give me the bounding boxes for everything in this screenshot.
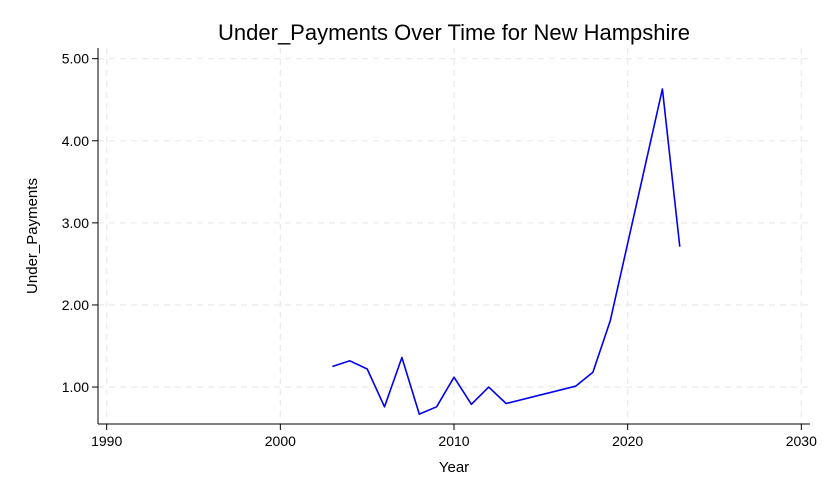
- y-tick-label: 2.00: [62, 297, 89, 313]
- x-tick-label: 1990: [91, 433, 122, 449]
- x-tick-label: 2030: [786, 433, 817, 449]
- y-axis-label: Under_Payments: [24, 178, 41, 294]
- y-tick-label: 1.00: [62, 379, 89, 395]
- x-axis-label: Year: [439, 459, 469, 476]
- ticks: 1990 2000 2010 2020 2030 1.00 2.00 3.00 4.00 5.00: [62, 51, 817, 449]
- grid: [98, 48, 810, 424]
- y-tick-label: 3.00: [62, 215, 89, 231]
- series: [332, 88, 681, 415]
- y-tick-label: 4.00: [62, 133, 89, 149]
- x-tick-label: 2020: [612, 433, 643, 449]
- series-line: [332, 88, 681, 415]
- x-tick-label: 2000: [265, 433, 296, 449]
- chart-title: Under_Payments Over Time for New Hampshi…: [218, 20, 690, 45]
- x-tick-label: 2010: [438, 433, 469, 449]
- y-tick-label: 5.00: [62, 51, 89, 67]
